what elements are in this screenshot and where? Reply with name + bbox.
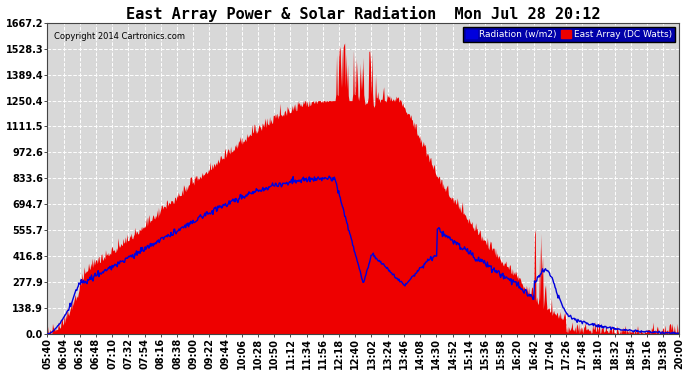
Text: Copyright 2014 Cartronics.com: Copyright 2014 Cartronics.com <box>54 32 185 41</box>
Title: East Array Power & Solar Radiation  Mon Jul 28 20:12: East Array Power & Solar Radiation Mon J… <box>126 6 601 21</box>
Legend: Radiation (w/m2), East Array (DC Watts): Radiation (w/m2), East Array (DC Watts) <box>463 27 675 42</box>
